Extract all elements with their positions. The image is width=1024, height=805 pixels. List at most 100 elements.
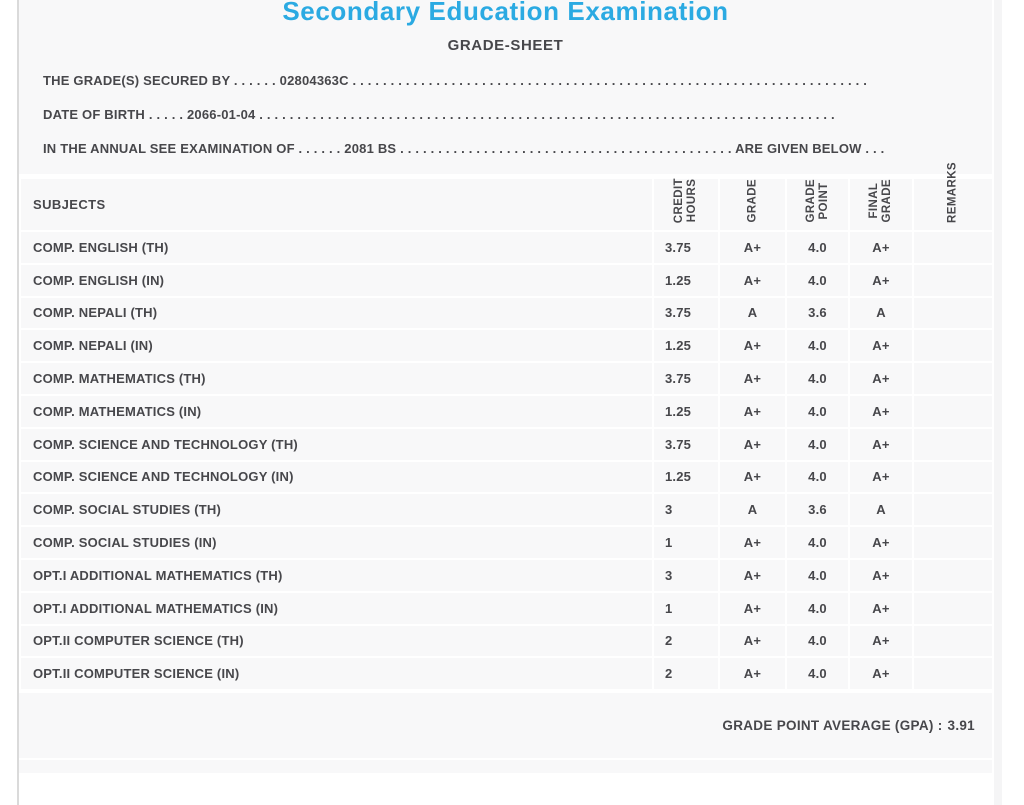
subject-cell: OPT.I ADDITIONAL MATHEMATICS (IN) — [19, 590, 654, 626]
are-given-below-label: ARE GIVEN BELOW — [735, 142, 862, 156]
final-grade-cell: A — [848, 295, 914, 331]
dotted-leader: . . . . . . . . . . . . . . . . . . . . … — [400, 142, 732, 156]
subject-cell: COMP. ENGLISH (IN) — [19, 262, 654, 298]
credit-hours-cell: 2 — [652, 623, 720, 659]
grade-point-cell: 4.0 — [785, 656, 850, 692]
table-row: COMP. NEPALI (TH) 3.75 A 3.6 A — [19, 295, 994, 331]
column-header-subjects: SUBJECTS — [19, 177, 654, 232]
final-grade-cell: A+ — [848, 361, 914, 396]
table-row: OPT.II COMPUTER SCIENCE (IN) 2 A+ 4.0 A+ — [19, 656, 994, 692]
grade-cell: A+ — [718, 230, 787, 265]
table-row: OPT.II COMPUTER SCIENCE (TH) 2 A+ 4.0 A+ — [19, 623, 994, 659]
table-row: COMP. ENGLISH (TH) 3.75 A+ 4.0 A+ — [19, 230, 994, 265]
grade-point-cell: 4.0 — [785, 623, 850, 659]
remarks-cell — [912, 459, 994, 495]
grade-point-cell: 4.0 — [785, 590, 850, 626]
subject-cell: COMP. SOCIAL STUDIES (IN) — [19, 525, 654, 560]
date-of-birth-value: 2066-01-04 — [186, 108, 256, 122]
gpa-summary-row: GRADE POINT AVERAGE (GPA) : 3.91 — [19, 693, 992, 759]
grade-cell: A+ — [718, 393, 787, 429]
page-title: Secondary Education Examination — [282, 0, 729, 26]
final-grade-cell: A+ — [848, 328, 914, 364]
table-row: COMP. SCIENCE AND TECHNOLOGY (IN) 1.25 A+ 4… — [19, 459, 994, 495]
grade-sheet-subtitle: GRADE-SHEET — [447, 37, 564, 54]
subject-cell: COMP. NEPALI (TH) — [19, 295, 654, 331]
column-header-remarks: REMARKS — [912, 162, 994, 232]
grade-point-cell: 4.0 — [785, 328, 850, 364]
column-header-final-grade: FINAL GRADE — [848, 177, 914, 232]
column-header-grade-point-label: GRADE POINT — [804, 179, 830, 223]
final-grade-cell: A+ — [848, 230, 914, 265]
grade-point-cell: 4.0 — [785, 361, 850, 396]
final-grade-cell: A — [848, 492, 914, 528]
remarks-cell — [912, 262, 994, 298]
examination-label: IN THE ANNUAL SEE EXAMINATION OF — [43, 142, 295, 156]
info-line-examination: IN THE ANNUAL SEE EXAMINATION OF . . . .… — [43, 142, 968, 156]
column-header-credit-hours-label: CREDIT HOURS — [673, 177, 698, 223]
column-header-remarks-label: REMARKS — [946, 162, 959, 223]
remarks-cell — [912, 328, 994, 364]
final-grade-cell: A+ — [848, 557, 914, 593]
credit-hours-cell: 1.25 — [652, 328, 720, 364]
final-grade-cell: A+ — [848, 656, 914, 692]
remarks-cell — [912, 656, 994, 692]
next-section-partial — [19, 760, 992, 774]
table-row: COMP. SCIENCE AND TECHNOLOGY (TH) 3.75 A+ 4… — [19, 426, 994, 462]
page-left-border — [17, 0, 19, 805]
gpa-value: 3.91 — [947, 718, 975, 734]
grade-cell: A+ — [718, 557, 787, 593]
table-row: COMP. SOCIAL STUDIES (TH) 3 A 3.6 A — [19, 492, 994, 528]
subject-cell: COMP. SOCIAL STUDIES (TH) — [19, 492, 654, 528]
remarks-cell — [912, 525, 994, 560]
final-grade-cell: A+ — [848, 426, 914, 462]
remarks-cell — [912, 393, 994, 429]
credit-hours-cell: 3 — [652, 557, 720, 593]
credit-hours-cell: 1 — [652, 590, 720, 626]
column-header-final-grade-label: FINAL GRADE — [868, 179, 893, 223]
dotted-leader: . . . . . . — [233, 74, 276, 88]
remarks-cell — [912, 590, 994, 626]
table-row: OPT.I ADDITIONAL MATHEMATICS (IN) 1 A+ 4.0 A… — [19, 590, 994, 626]
grades-secured-by-label: THE GRADE(S) SECURED BY — [43, 74, 231, 88]
subject-cell: COMP. MATHEMATICS (IN) — [19, 393, 654, 429]
grade-cell: A+ — [718, 262, 787, 298]
final-grade-cell: A+ — [848, 393, 914, 429]
credit-hours-cell: 3.75 — [652, 426, 720, 462]
subject-cell: COMP. SCIENCE AND TECHNOLOGY (TH) — [19, 426, 654, 462]
grade-table-body: COMP. ENGLISH (TH) 3.75 A+ 4.0 A+ COMP. ENGLI… — [19, 230, 994, 692]
dotted-leader: . . . . . . . . . . . . . . . . . . . . … — [259, 108, 835, 122]
grade-cell: A+ — [718, 656, 787, 692]
grade-point-cell: 4.0 — [785, 393, 850, 429]
grade-cell: A+ — [718, 623, 787, 659]
info-line-grades-secured-by: THE GRADE(S) SECURED BY . . . . . . 0280… — [43, 74, 968, 88]
final-grade-cell: A+ — [848, 623, 914, 659]
column-header-grade-point: GRADE POINT — [785, 177, 850, 232]
scrollbar-track[interactable] — [994, 0, 1002, 805]
final-grade-cell: A+ — [848, 525, 914, 560]
grade-cell: A+ — [718, 328, 787, 364]
grade-cell: A+ — [718, 590, 787, 626]
remarks-cell — [912, 557, 994, 593]
credit-hours-cell: 3.75 — [652, 361, 720, 396]
credit-hours-cell: 1 — [652, 525, 720, 560]
subject-cell: COMP. NEPALI (IN) — [19, 328, 654, 364]
dotted-leader: . . . . . . — [298, 142, 341, 156]
credit-hours-cell: 1.25 — [652, 262, 720, 298]
remarks-cell — [912, 623, 994, 659]
gpa-label: GRADE POINT AVERAGE (GPA) : — [722, 718, 943, 734]
dotted-leader: . . . — [865, 142, 885, 156]
grade-cell: A+ — [718, 459, 787, 495]
credit-hours-cell: 3 — [652, 492, 720, 528]
grade-point-cell: 4.0 — [785, 459, 850, 495]
grade-cell: A+ — [718, 426, 787, 462]
grade-table-header-row: SUBJECTS CREDIT HOURS GRADE GRADE POINT … — [19, 162, 994, 232]
grade-cell: A — [718, 295, 787, 331]
grade-table: SUBJECTS CREDIT HOURS GRADE GRADE POINT … — [19, 162, 994, 692]
subject-cell: OPT.II COMPUTER SCIENCE (IN) — [19, 656, 654, 692]
column-header-grade: GRADE — [718, 177, 787, 232]
date-of-birth-label: DATE OF BIRTH — [43, 108, 146, 122]
final-grade-cell: A+ — [848, 590, 914, 626]
table-row: OPT.I ADDITIONAL MATHEMATICS (TH) 3 A+ 4.0 A… — [19, 557, 994, 593]
grade-cell: A+ — [718, 525, 787, 560]
grade-point-cell: 4.0 — [785, 230, 850, 265]
